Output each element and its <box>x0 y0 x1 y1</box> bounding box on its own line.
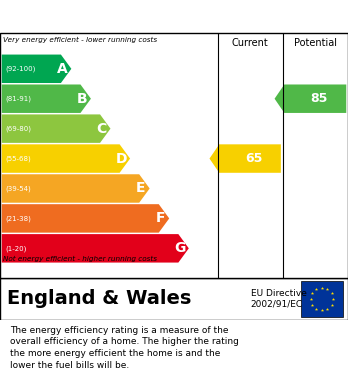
Text: England & Wales: England & Wales <box>7 289 191 308</box>
Text: (81-91): (81-91) <box>5 95 31 102</box>
Text: F: F <box>156 212 165 226</box>
Text: E: E <box>136 181 146 196</box>
Text: The energy efficiency rating is a measure of the
overall efficiency of a home. T: The energy efficiency rating is a measur… <box>10 326 239 370</box>
Text: (39-54): (39-54) <box>5 185 31 192</box>
Text: Energy Efficiency Rating: Energy Efficiency Rating <box>10 9 220 24</box>
Polygon shape <box>2 84 91 113</box>
Text: (92-100): (92-100) <box>5 66 35 72</box>
Text: B: B <box>77 92 88 106</box>
Polygon shape <box>2 55 71 83</box>
Polygon shape <box>2 115 111 143</box>
Text: EU Directive
2002/91/EC: EU Directive 2002/91/EC <box>251 289 307 309</box>
Text: (55-68): (55-68) <box>5 155 31 162</box>
Polygon shape <box>2 204 169 233</box>
Bar <box>301 281 343 317</box>
Polygon shape <box>209 144 281 173</box>
Text: Current: Current <box>232 38 268 48</box>
Polygon shape <box>2 174 150 203</box>
Text: A: A <box>57 62 68 76</box>
Polygon shape <box>275 84 346 113</box>
Text: C: C <box>97 122 107 136</box>
Text: Potential: Potential <box>294 38 337 48</box>
Text: Not energy efficient - higher running costs: Not energy efficient - higher running co… <box>3 256 158 262</box>
Text: 65: 65 <box>245 152 262 165</box>
Polygon shape <box>2 144 130 173</box>
Text: (69-80): (69-80) <box>5 126 31 132</box>
Text: 85: 85 <box>310 92 327 105</box>
Text: (1-20): (1-20) <box>5 245 26 251</box>
Text: (21-38): (21-38) <box>5 215 31 222</box>
Text: D: D <box>116 152 127 165</box>
Text: Very energy efficient - lower running costs: Very energy efficient - lower running co… <box>3 37 158 43</box>
Polygon shape <box>2 234 189 263</box>
Text: G: G <box>174 241 186 255</box>
